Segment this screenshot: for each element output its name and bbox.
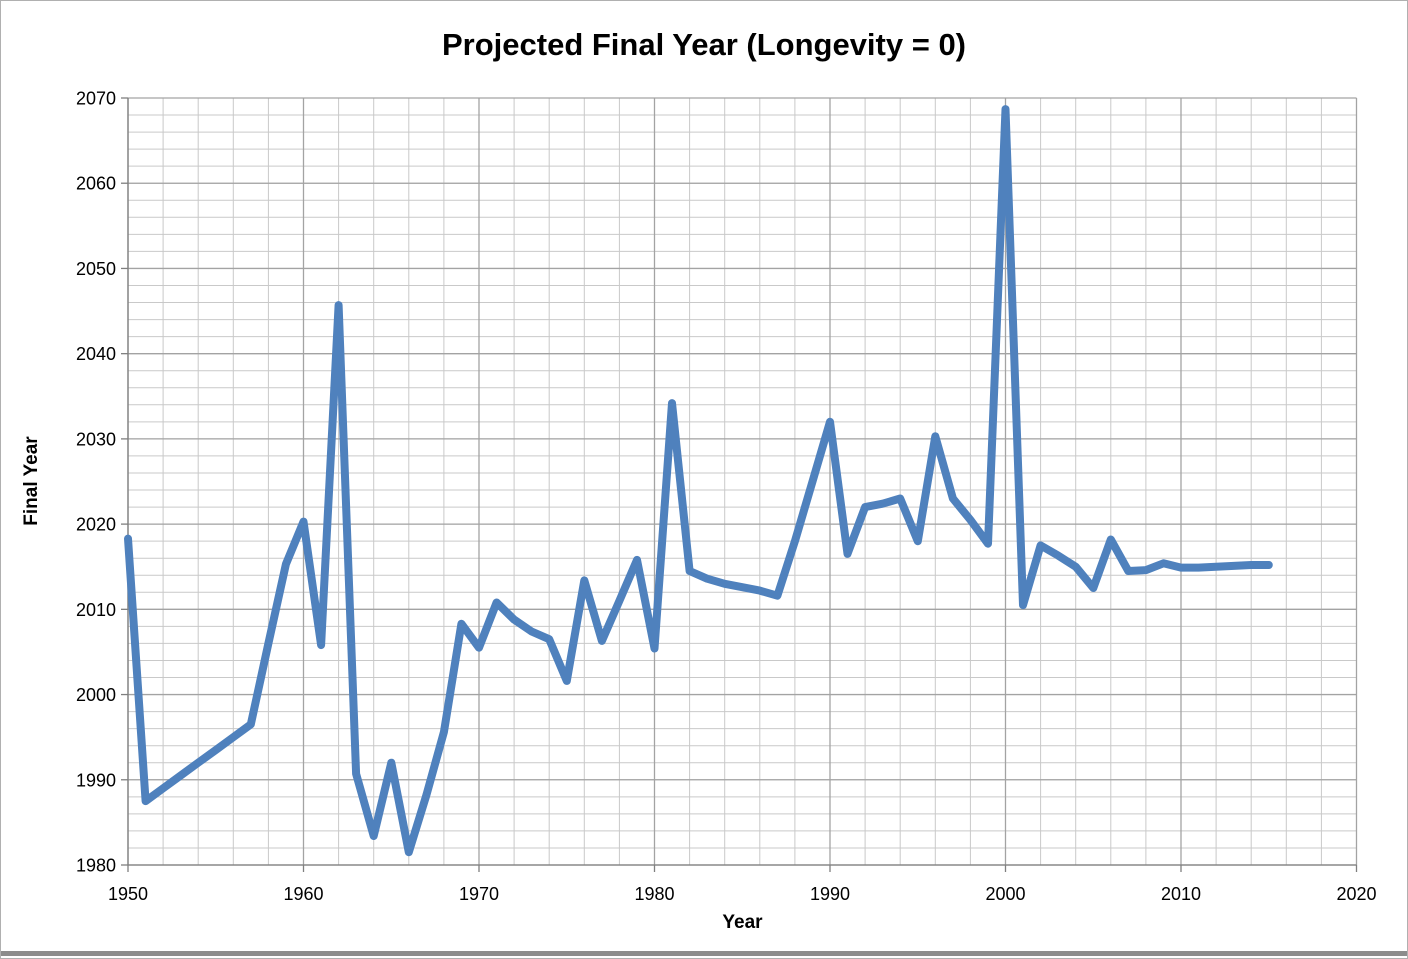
x-axis-tick-label: 1990 (810, 884, 850, 904)
x-axis-title: Year (722, 912, 763, 933)
y-axis-tick-label: 2050 (76, 259, 116, 279)
axes-and-ticks (121, 97, 1358, 872)
y-axis-tick-label: 2060 (76, 174, 116, 194)
x-axis-tick-label: 1980 (634, 884, 674, 904)
x-axis-tick-label: 1960 (283, 884, 323, 904)
x-axis-tick-label: 1970 (459, 884, 499, 904)
y-axis-tick-label: 2000 (76, 685, 116, 705)
x-axis-tick-label: 2000 (985, 884, 1025, 904)
x-axis-tick-label: 1950 (108, 884, 148, 904)
y-axis-tick-label: 2030 (76, 429, 116, 449)
x-axis-tick-label: 2010 (1161, 884, 1201, 904)
y-axis-tick-label: 2010 (76, 600, 116, 620)
x-axis-tick-label: 2020 (1336, 884, 1376, 904)
tick-labels: 1980 1990 2000 2010 2020 2030 2040 2050 2060 2070… (76, 89, 1377, 905)
y-axis-tick-label: 2040 (76, 344, 116, 364)
minor-gridlines (127, 97, 1357, 866)
y-axis-tick-label: 2020 (76, 515, 116, 535)
y-axis-tick-label: 2070 (76, 89, 116, 109)
y-axis-tick-label: 1980 (76, 856, 116, 876)
data-series-line (124, 105, 1273, 857)
chart-title: Projected Final Year (Longevity = 0) (441, 27, 967, 62)
window-bottom-edge (1, 951, 1407, 956)
major-gridlines (127, 97, 1358, 866)
y-axis-tick-label: 1990 (76, 770, 116, 790)
